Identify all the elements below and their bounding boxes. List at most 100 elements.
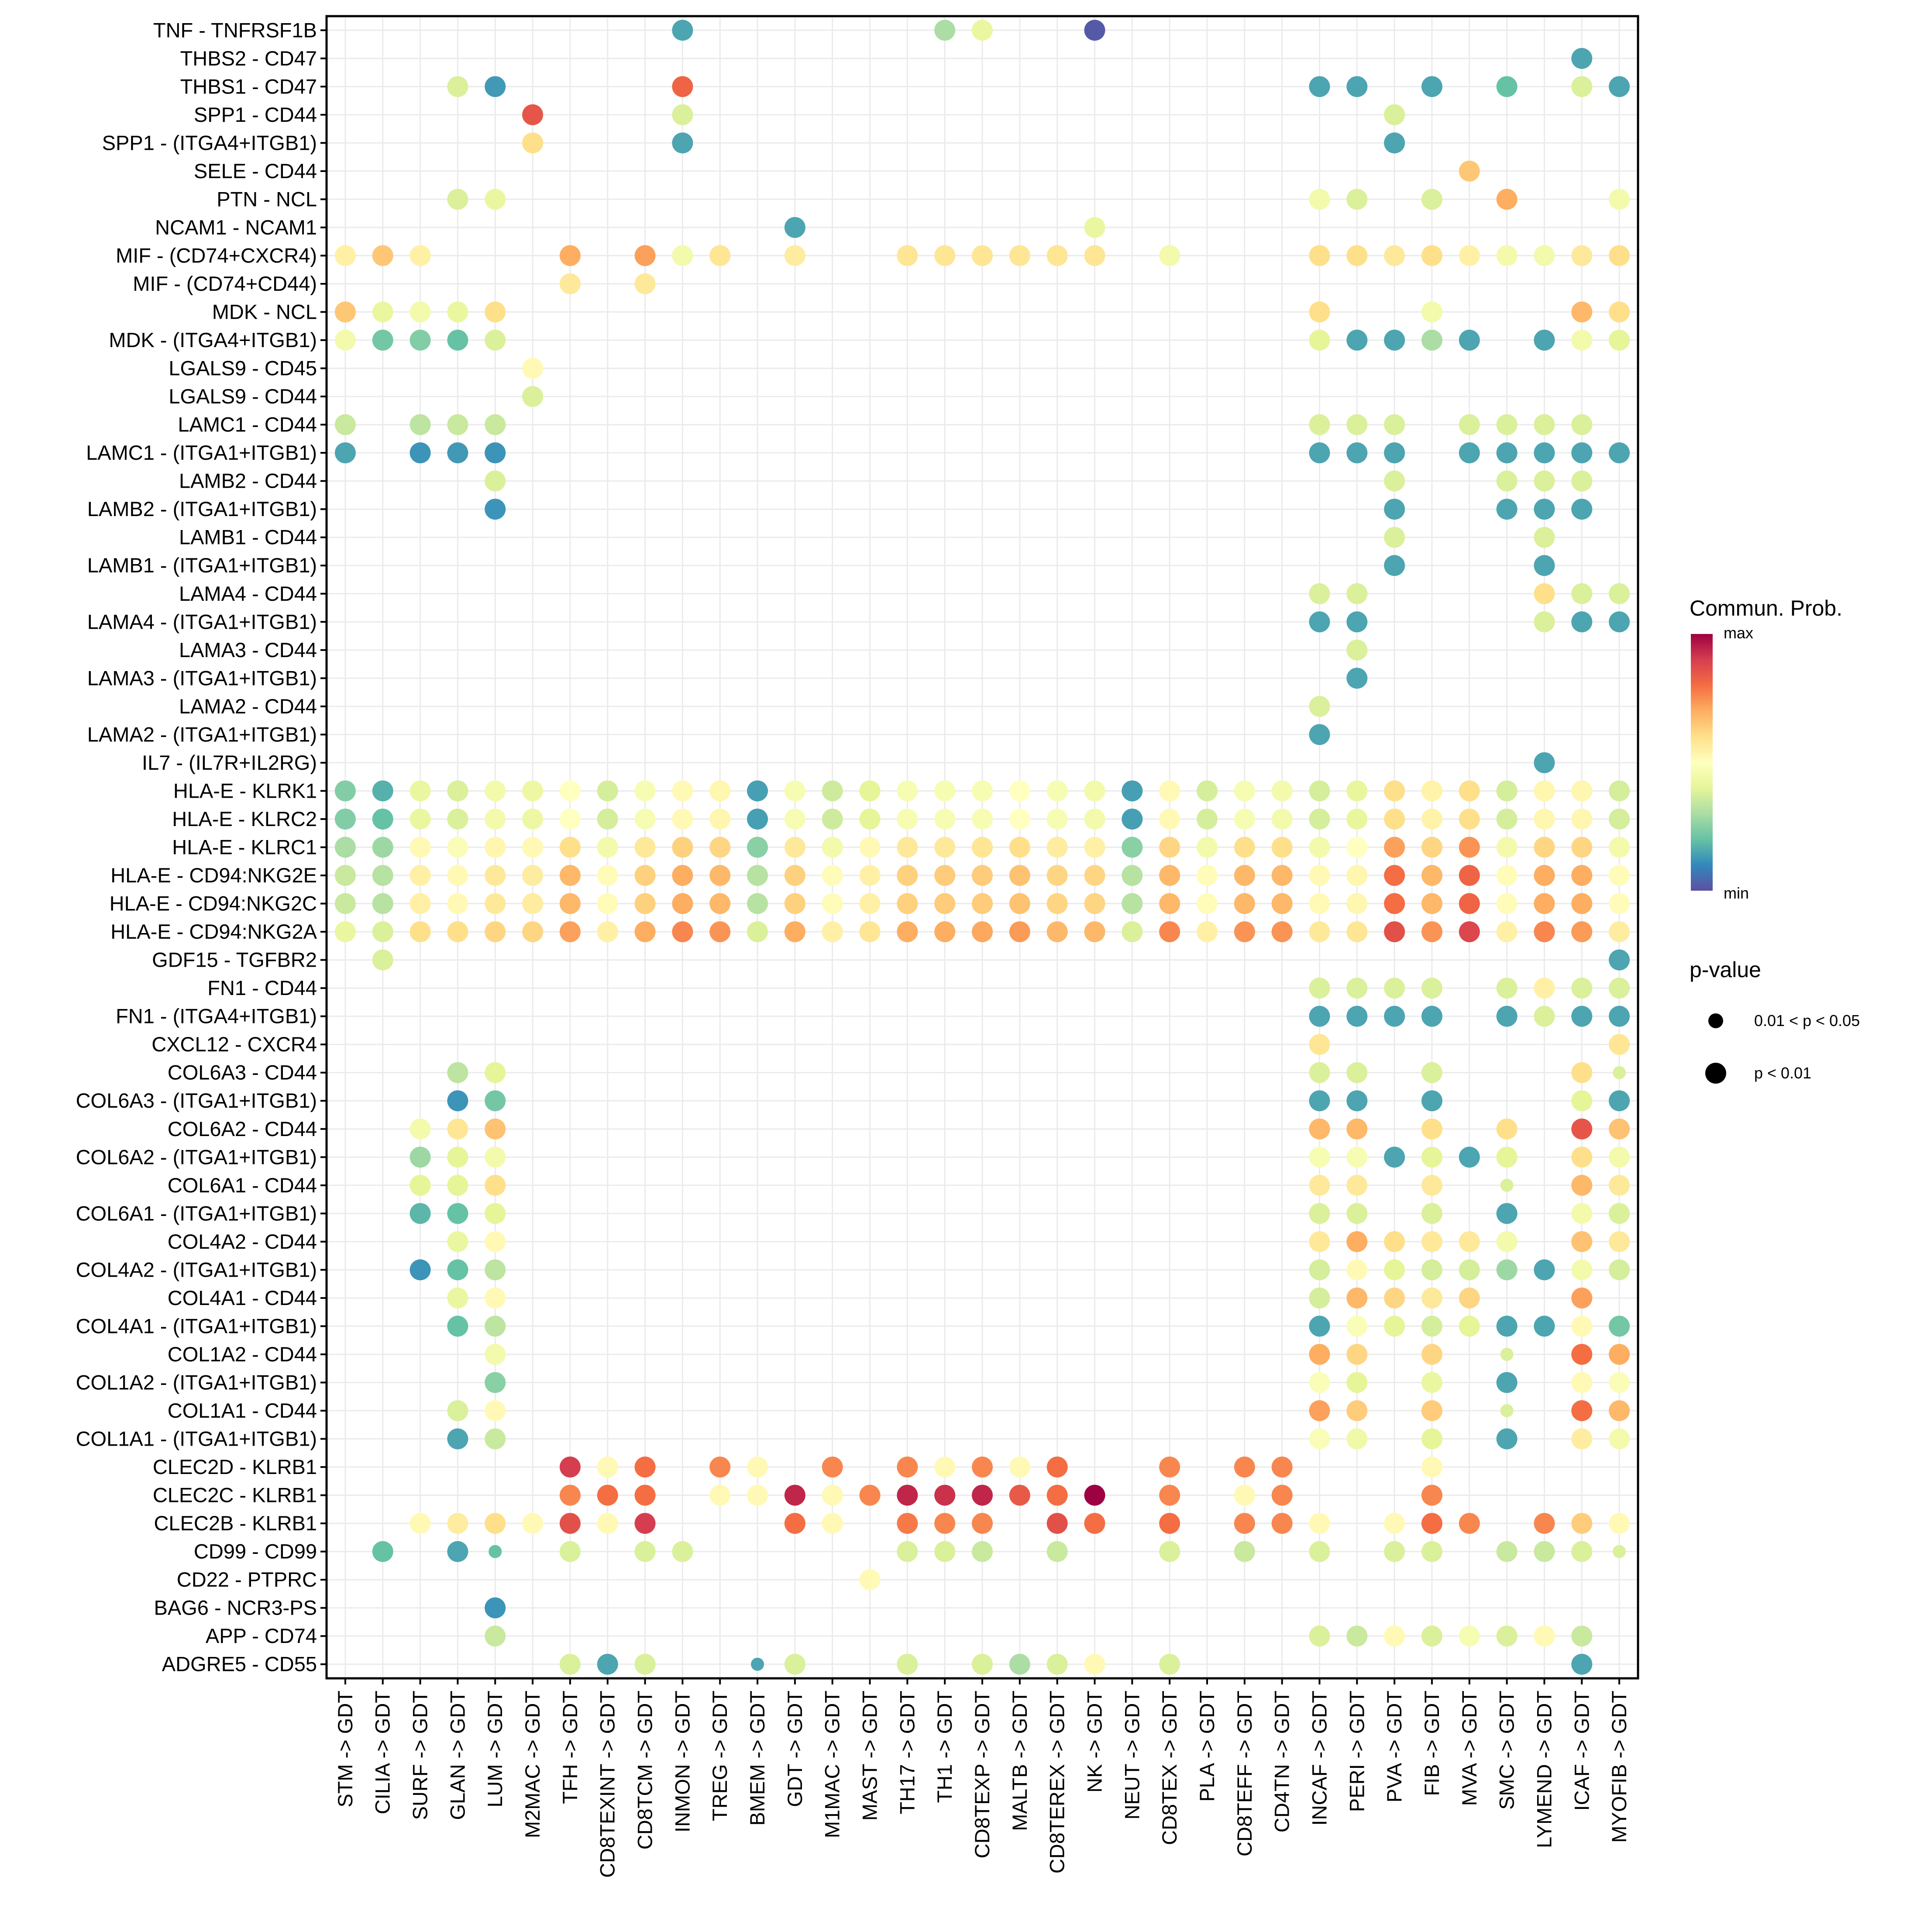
- data-point: [1571, 1287, 1593, 1309]
- data-point: [1571, 1147, 1593, 1168]
- data-point: [1421, 1541, 1442, 1562]
- data-point: [1309, 1090, 1330, 1112]
- data-point: [522, 921, 544, 943]
- data-point: [1159, 837, 1180, 858]
- data-point: [1234, 1541, 1255, 1562]
- data-point: [1309, 1174, 1330, 1196]
- data-point: [1084, 20, 1105, 41]
- data-point: [1571, 470, 1593, 492]
- data-point: [410, 893, 431, 914]
- data-point: [559, 273, 581, 294]
- data-point: [1609, 583, 1630, 604]
- y-tick-label: LAMB2 - CD44: [179, 469, 317, 492]
- data-point: [1346, 639, 1368, 661]
- data-point: [1421, 808, 1442, 830]
- data-point: [1459, 808, 1480, 830]
- data-point: [410, 1118, 431, 1140]
- data-point: [1609, 1090, 1630, 1112]
- data-point: [1571, 1372, 1593, 1393]
- data-point: [1496, 1231, 1518, 1252]
- data-point: [410, 1203, 431, 1224]
- data-point: [822, 837, 843, 858]
- data-point: [1384, 330, 1405, 351]
- data-point: [1309, 1062, 1330, 1083]
- data-point: [1496, 1118, 1518, 1140]
- data-point: [485, 1343, 506, 1365]
- data-point: [1571, 1006, 1593, 1027]
- data-point: [1346, 76, 1368, 97]
- data-point: [1496, 780, 1518, 802]
- data-point: [672, 76, 693, 97]
- data-point: [1384, 499, 1405, 520]
- data-point: [334, 893, 356, 914]
- data-point: [1271, 1457, 1293, 1478]
- data-point: [1496, 1428, 1518, 1450]
- data-point: [1084, 245, 1105, 266]
- data-point: [1159, 1484, 1180, 1506]
- data-point: [1459, 1147, 1480, 1168]
- data-point: [1159, 1457, 1180, 1478]
- data-point: [1571, 1203, 1593, 1224]
- data-point: [1571, 442, 1593, 464]
- data-point: [522, 132, 544, 154]
- data-point: [751, 1657, 764, 1671]
- y-tick-label: APP - CD74: [206, 1624, 317, 1647]
- data-point: [597, 837, 618, 858]
- data-point: [1421, 780, 1442, 802]
- data-point: [1234, 837, 1255, 858]
- data-point: [634, 245, 656, 266]
- x-tick-label: FIB -> GDT: [1420, 1691, 1443, 1796]
- data-point: [934, 1484, 956, 1506]
- data-point: [1046, 1653, 1068, 1675]
- data-point: [1496, 1147, 1518, 1168]
- size-legend-label-large: p < 0.01: [1754, 1064, 1811, 1082]
- data-point: [859, 808, 881, 830]
- y-tick-label: LAMA2 - (ITGA1+ITGB1): [87, 723, 317, 746]
- data-point: [1609, 1118, 1630, 1140]
- data-point: [1421, 1203, 1442, 1224]
- data-point: [1009, 837, 1030, 858]
- data-point: [485, 1062, 506, 1083]
- data-point: [634, 780, 656, 802]
- data-point: [1496, 978, 1518, 999]
- y-tick-label: LAMC1 - (ITGA1+ITGB1): [86, 441, 317, 464]
- data-point: [372, 921, 393, 943]
- data-point: [1534, 1259, 1555, 1281]
- y-tick-label: LAMB1 - (ITGA1+ITGB1): [87, 554, 317, 577]
- data-point: [447, 837, 468, 858]
- data-point: [1159, 780, 1180, 802]
- data-point: [1534, 583, 1555, 604]
- data-point: [1196, 837, 1218, 858]
- data-point: [1009, 893, 1030, 914]
- data-point: [1500, 1404, 1514, 1418]
- data-point: [1571, 499, 1593, 520]
- data-point: [859, 865, 881, 886]
- data-point: [1421, 1457, 1442, 1478]
- x-tick-label: INMON -> GDT: [671, 1691, 694, 1832]
- data-point: [1384, 808, 1405, 830]
- data-point: [1384, 1287, 1405, 1309]
- data-point: [1122, 837, 1143, 858]
- data-point: [672, 921, 693, 943]
- data-point: [1346, 1625, 1368, 1647]
- data-point: [1309, 893, 1330, 914]
- x-tick-label: TFH -> GDT: [558, 1691, 582, 1804]
- data-point: [1159, 245, 1180, 266]
- y-tick-label: CXCL12 - CXCR4: [151, 1033, 317, 1056]
- data-point: [447, 76, 468, 97]
- data-point: [1346, 780, 1368, 802]
- data-point: [559, 1513, 581, 1534]
- data-point: [334, 301, 356, 323]
- data-point: [372, 245, 393, 266]
- data-point: [1346, 414, 1368, 435]
- data-point: [1421, 865, 1442, 886]
- data-point: [559, 1541, 581, 1562]
- data-point: [447, 1541, 468, 1562]
- data-point: [1384, 442, 1405, 464]
- y-tick-label: CD22 - PTPRC: [177, 1568, 317, 1591]
- data-point: [1571, 330, 1593, 351]
- data-point: [934, 837, 956, 858]
- data-point: [522, 837, 544, 858]
- data-point: [1196, 921, 1218, 943]
- data-point: [897, 865, 918, 886]
